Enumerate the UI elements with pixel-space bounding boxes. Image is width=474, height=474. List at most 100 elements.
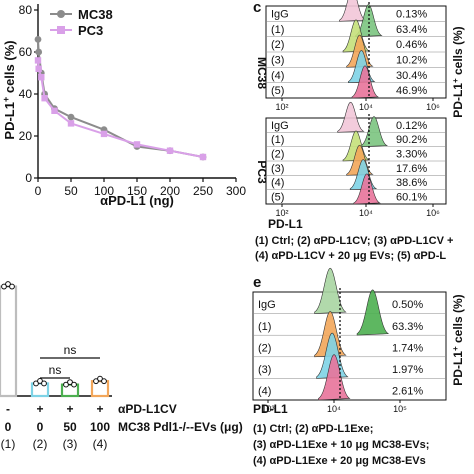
histogram-row-label: (4) — [258, 386, 271, 398]
histogram-frame — [252, 291, 447, 401]
histogram-peak — [346, 34, 374, 68]
bar-dot — [101, 378, 107, 385]
line-point — [67, 120, 75, 127]
panel-c-pc3-histogram: IgG 0.12% (1) 90.2% (2) 3.30% (3) 17.6% (4) 38.6%… — [265, 101, 447, 218]
line-point — [38, 74, 45, 81]
treatment-value: 0 — [37, 420, 44, 434]
histogram-x-tick-label: 10⁵ — [393, 404, 407, 414]
line-point — [51, 107, 58, 114]
histogram-peak — [314, 311, 347, 358]
histogram-x-tick-label: 10³ — [261, 404, 274, 414]
bar-marks — [0, 281, 110, 398]
histogram-row-value: 30.4% — [396, 70, 427, 82]
line-point — [34, 57, 42, 64]
histogram-peak — [339, 0, 367, 22]
histogram-peak — [356, 289, 390, 336]
line-point — [67, 113, 75, 121]
histogram-row-label: (4) — [271, 177, 284, 189]
panel-c-legend: (1) Ctrl; (2) αPD-L1CV; (3) αPD-L1CV + (4… — [255, 235, 453, 262]
bar-dot — [1, 283, 7, 290]
panel-c-histograms: c MC38 PC3 IgG 0.13% (1) 63.4% (2) 0.46% (3) 10… — [253, 0, 465, 262]
line-chart-panel: 0 20 40 60 80 0 50 100 150 200 250 300 αPD-L1 (ng)… — [1, 3, 246, 208]
line-y-tick-label: 20 — [19, 129, 33, 143]
line-point — [41, 95, 48, 102]
histogram-row-value: 63.3% — [392, 321, 423, 333]
panel-c-x-axis-label: PD-L1 — [268, 217, 303, 231]
line-x-ticks: 0 50 100 150 200 250 300 — [35, 178, 246, 198]
panel-c-legend-line: (1) Ctrl; (2) αPD-L1CV; (3) αPD-L1CV + — [255, 235, 453, 247]
histogram-x-tick-label: 10² — [275, 102, 288, 112]
histogram-row-label: (2) — [271, 148, 284, 160]
bar-dot — [67, 379, 73, 386]
line-point — [35, 65, 42, 72]
histogram-row-label: IgG — [271, 120, 289, 132]
line-x-tick-label: 150 — [127, 184, 147, 198]
line-y-tick-label: 40 — [19, 87, 33, 101]
panel-e-histograms: e IgG 0.50% (1) 63.3% (2) 1.74% (3) 1.97% (4) 2.6… — [252, 267, 465, 467]
histogram-row-value: 3.30% — [396, 148, 427, 160]
histogram-row-value: 2.61% — [392, 386, 423, 398]
line-point — [35, 48, 43, 56]
bar-dot — [93, 378, 99, 385]
histogram-row-value: 0.50% — [392, 299, 423, 311]
treatment-value: 100 — [90, 420, 110, 434]
panel-e-legend-line: (3) αPD-L1Exe + 10 μg MC38-EVs; — [253, 439, 429, 451]
significance-label: ns — [64, 343, 77, 357]
histogram-row-value: 10.2% — [396, 55, 427, 67]
treatment-value: - — [6, 402, 10, 416]
bar-category-label: (2) — [33, 437, 48, 451]
histogram-peak — [351, 65, 379, 99]
legend-swatch-marker — [57, 26, 65, 34]
histogram-row-value: 1.74% — [392, 342, 423, 354]
line-y-tick-label: 80 — [19, 3, 33, 17]
treatment-label: αPD-L1CV — [118, 402, 177, 416]
line-point — [133, 141, 141, 148]
legend-swatch-marker — [57, 10, 65, 18]
panel-e-x-axis-label: PD-L1 — [253, 402, 288, 416]
panel-e-legend-line: (1) Ctrl; (2) αPD-L1Exe; — [253, 423, 373, 435]
panel-c-legend-line: (4) αPD-L1CV + 20 μg EVs; (5) αPD-L — [255, 250, 446, 262]
line-series-pc3 — [37, 60, 204, 158]
bar-dot — [41, 380, 47, 387]
panel-c-y-axis-label: PD-L1+ cells (%) — [451, 26, 466, 117]
histogram-row-label: IgG — [258, 299, 276, 311]
histogram-x-tick-label: 10² — [275, 208, 288, 218]
histogram-row-label: (4) — [271, 70, 284, 82]
line-x-axis-label: αPD-L1 (ng) — [100, 193, 174, 208]
line-x-tick-label: 300 — [226, 184, 246, 198]
histogram-row-label: (1) — [258, 321, 271, 333]
bar-dot — [5, 281, 11, 287]
panel-c-group-label-mc38: MC38 — [255, 57, 269, 89]
line-y-ticks: 0 20 40 60 80 — [19, 3, 38, 185]
histogram-row-label: (5) — [271, 85, 284, 97]
histogram-peak — [353, 173, 381, 205]
line-y-tick-label: 0 — [25, 171, 32, 185]
histogram-row-value: 90.2% — [396, 134, 427, 146]
line-y-tick-label: 60 — [19, 45, 33, 59]
line-x-tick-label: 250 — [193, 184, 213, 198]
line-x-tick-label: 0 — [35, 184, 42, 198]
line-point — [199, 153, 207, 161]
panel-c-group-label-pc3: PC3 — [255, 160, 269, 184]
treatment-value: + — [96, 402, 103, 416]
line-series — [34, 36, 207, 161]
line-point — [100, 130, 108, 138]
histogram-row-label: (3) — [271, 55, 284, 67]
histogram-x-tick-label: 10⁶ — [426, 208, 440, 218]
line-x-tick-label: 200 — [160, 184, 180, 198]
panel-label-c: c — [253, 0, 261, 16]
histogram-peak — [314, 267, 347, 314]
treatment-value: + — [36, 402, 43, 416]
histogram-row-value: 38.6% — [396, 177, 427, 189]
histogram-row-label: (3) — [258, 364, 271, 376]
histogram-row-value: 46.9% — [396, 85, 427, 97]
bar-category-label: (3) — [63, 437, 78, 451]
histogram-row-value: 1.97% — [392, 364, 423, 376]
line-point — [34, 36, 42, 43]
histogram-x-tick-label: 10⁴ — [359, 102, 373, 112]
histogram-peak — [318, 354, 351, 401]
